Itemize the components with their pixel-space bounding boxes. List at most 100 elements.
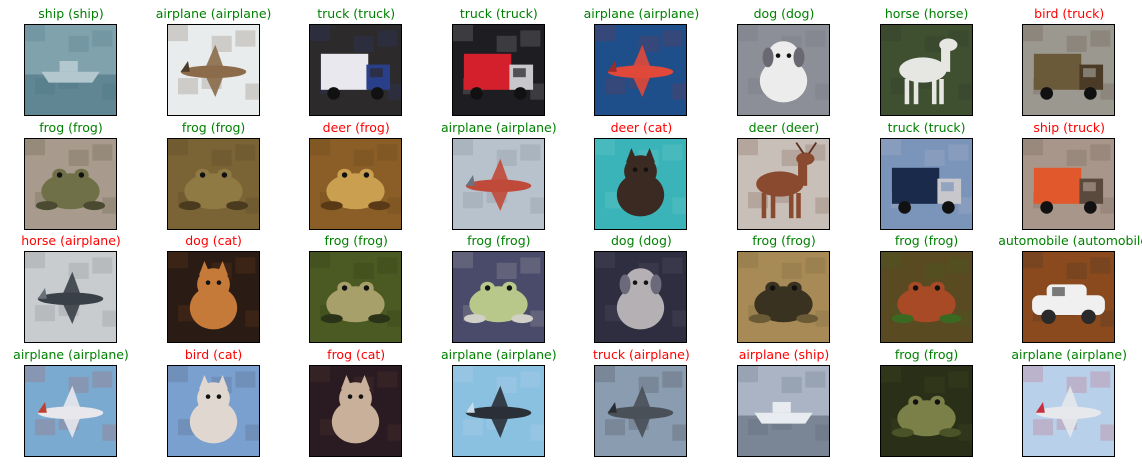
airplane-image	[25, 252, 116, 342]
prediction-caption: dog (dog)	[753, 6, 815, 21]
airplane-image	[25, 365, 116, 456]
frog-image	[310, 138, 402, 229]
prediction-caption: airplane (airplane)	[440, 346, 557, 362]
frog-thumbnail	[737, 251, 830, 343]
grid-cell: dog (dog)	[713, 0, 855, 116]
truck-thumbnail	[1022, 24, 1116, 116]
airplane-image	[452, 138, 544, 229]
airplane-image	[595, 25, 687, 115]
cat-thumbnail	[594, 137, 688, 230]
airplane-thumbnail	[594, 364, 688, 457]
truck-image	[452, 25, 544, 115]
prediction-caption: ship (ship)	[38, 6, 104, 21]
frog-thumbnail	[166, 137, 260, 230]
prediction-caption: frog (cat)	[327, 346, 386, 362]
grid-cell: ship (truck)	[998, 114, 1140, 230]
grid-cell: airplane (airplane)	[0, 341, 142, 457]
grid-cell: bird (truck)	[998, 0, 1140, 116]
grid-cell: frog (frog)	[856, 227, 998, 343]
grid-cell: airplane (airplane)	[143, 0, 285, 116]
grid-cell: airplane (airplane)	[998, 341, 1140, 457]
airplane-thumbnail	[594, 24, 688, 116]
truck-image	[310, 25, 402, 115]
grid-cell: truck (truck)	[428, 0, 570, 116]
cat-thumbnail	[166, 251, 260, 343]
ship-thumbnail	[24, 24, 117, 116]
prediction-caption: frog (frog)	[39, 119, 103, 135]
grid-cell: ship (ship)	[0, 0, 142, 116]
truck-thumbnail	[879, 137, 973, 230]
prediction-caption: airplane (airplane)	[440, 119, 557, 135]
truck-image	[1023, 138, 1115, 229]
prediction-caption: airplane (airplane)	[13, 346, 129, 362]
grid-cell: truck (truck)	[856, 114, 998, 230]
deer-image	[738, 138, 829, 229]
prediction-caption: airplane (airplane)	[1011, 346, 1127, 362]
dog-thumbnail	[594, 251, 688, 343]
prediction-caption: bird (cat)	[184, 346, 243, 362]
grid-cell: airplane (ship)	[713, 341, 855, 457]
grid-cell: automobile (automobile)	[998, 227, 1142, 343]
prediction-caption: airplane (airplane)	[583, 6, 700, 21]
grid-cell: frog (frog)	[0, 114, 142, 230]
grid-cell: truck (airplane)	[570, 341, 712, 457]
prediction-caption: frog (frog)	[181, 119, 246, 135]
grid-cell: dog (dog)	[570, 227, 712, 343]
grid-cell: frog (frog)	[428, 227, 570, 343]
frog-image	[738, 252, 829, 342]
airplane-thumbnail	[451, 364, 545, 457]
grid-cell: airplane (airplane)	[428, 114, 570, 230]
frog-image	[25, 138, 116, 229]
car-image	[1023, 252, 1115, 342]
grid-cell: frog (frog)	[285, 227, 427, 343]
dog-thumbnail	[737, 24, 830, 116]
truck-thumbnail	[309, 24, 403, 116]
frog-thumbnail	[879, 364, 973, 457]
grid-cell: deer (deer)	[713, 114, 855, 230]
airplane-thumbnail	[166, 24, 260, 116]
prediction-caption: ship (truck)	[1033, 119, 1106, 135]
prediction-caption: frog (frog)	[752, 233, 816, 248]
prediction-caption: truck (truck)	[317, 6, 396, 21]
grid-cell: frog (frog)	[143, 114, 285, 230]
prediction-caption: horse (horse)	[884, 6, 969, 21]
grid-cell: frog (frog)	[856, 341, 998, 457]
airplane-thumbnail	[451, 137, 545, 230]
prediction-caption: automobile (automobile)	[998, 233, 1142, 248]
prediction-caption: dog (cat)	[185, 233, 242, 248]
truck-thumbnail	[1022, 137, 1116, 230]
prediction-caption: truck (truck)	[459, 6, 538, 21]
airplane-thumbnail	[24, 364, 117, 457]
ship-thumbnail	[737, 364, 830, 457]
truck-image	[1023, 25, 1115, 115]
cat-image	[167, 365, 259, 456]
prediction-caption: deer (frog)	[322, 119, 390, 135]
frog-thumbnail	[451, 251, 545, 343]
ship-image	[25, 25, 116, 115]
frog-image	[880, 365, 972, 456]
cat-thumbnail	[166, 364, 260, 457]
airplane-thumbnail	[24, 251, 117, 343]
grid-cell: airplane (airplane)	[428, 341, 570, 457]
grid-cell: deer (frog)	[285, 114, 427, 230]
grid-cell: deer (cat)	[570, 114, 712, 230]
truck-image	[880, 138, 972, 229]
prediction-caption: frog (frog)	[324, 233, 388, 248]
prediction-caption: truck (airplane)	[593, 346, 690, 362]
horse-image	[880, 25, 972, 115]
prediction-caption: bird (truck)	[1034, 6, 1105, 21]
grid-cell: horse (airplane)	[0, 227, 142, 343]
grid-cell: truck (truck)	[285, 0, 427, 116]
cat-thumbnail	[309, 364, 403, 457]
truck-thumbnail	[451, 24, 545, 116]
frog-image	[310, 252, 402, 342]
frog-image	[167, 138, 259, 229]
prediction-caption: deer (deer)	[748, 119, 820, 135]
horse-thumbnail	[879, 24, 973, 116]
deer-thumbnail	[737, 137, 830, 230]
airplane-image	[452, 365, 544, 456]
airplane-thumbnail	[1022, 364, 1116, 457]
airplane-image	[1023, 365, 1115, 456]
airplane-image	[167, 25, 259, 115]
